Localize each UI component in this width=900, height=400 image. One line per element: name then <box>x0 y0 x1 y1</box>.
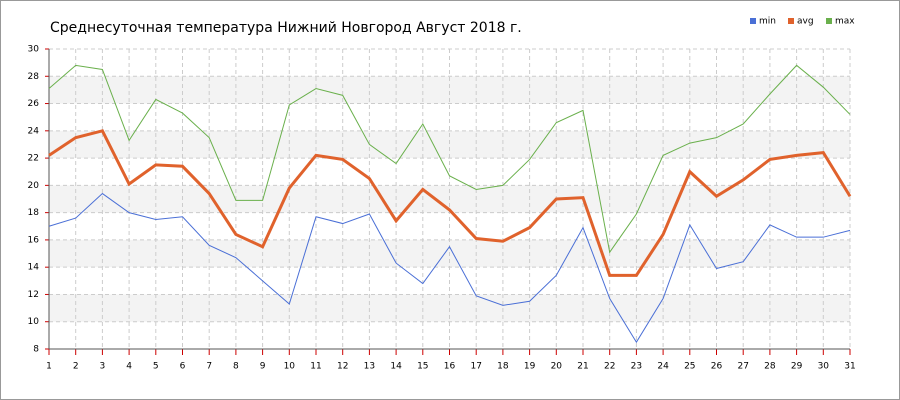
series-line <box>48 64 851 254</box>
legend-swatch <box>826 18 832 24</box>
x-tick-label: 17 <box>470 362 481 372</box>
x-tick-label: 13 <box>364 362 375 372</box>
x-tick-label: 1 <box>46 362 52 372</box>
y-tick-label: 12 <box>28 290 39 300</box>
x-tick-label: 8 <box>233 362 239 372</box>
x-tick-label: 25 <box>684 362 695 372</box>
x-tick-label: 30 <box>818 362 830 372</box>
x-tick-label: 18 <box>497 362 509 372</box>
y-tick-label: 26 <box>28 99 40 109</box>
series-line <box>48 192 851 344</box>
y-tick-label: 8 <box>33 345 39 355</box>
y-tick-label: 30 <box>28 45 40 55</box>
x-tick-label: 11 <box>310 362 321 372</box>
x-tick-label: 6 <box>180 362 186 372</box>
y-tick-label: 14 <box>28 263 40 273</box>
x-tick-label: 28 <box>764 362 776 372</box>
x-tick-label: 20 <box>551 362 563 372</box>
x-tick-label: 21 <box>577 362 588 372</box>
y-tick-label: 18 <box>28 208 40 218</box>
y-tick-label: 22 <box>28 154 39 164</box>
x-tick-label: 23 <box>631 362 642 372</box>
x-tick-label: 19 <box>524 362 536 372</box>
x-tick-label: 16 <box>444 362 456 372</box>
series-line <box>48 129 852 277</box>
x-tick-label: 31 <box>844 362 855 372</box>
y-tick-label: 28 <box>28 72 40 82</box>
x-tick-label: 3 <box>100 362 106 372</box>
x-tick-label: 2 <box>73 362 79 372</box>
x-tick-label: 29 <box>791 362 803 372</box>
x-tick-label: 26 <box>711 362 723 372</box>
legend-label: max <box>835 17 855 27</box>
x-tick-label: 14 <box>390 362 402 372</box>
legend-swatch <box>788 18 794 24</box>
legend-label: avg <box>797 17 814 27</box>
y-tick-label: 16 <box>28 235 40 245</box>
x-tick-label: 12 <box>337 362 348 372</box>
y-tick-label: 20 <box>28 181 40 191</box>
x-tick-label: 15 <box>417 362 428 372</box>
x-tick-label: 4 <box>126 362 132 372</box>
x-tick-label: 9 <box>260 362 266 372</box>
x-tick-label: 5 <box>153 362 159 372</box>
legend-label: min <box>759 17 776 27</box>
chart-title: Среднесуточная температура Нижний Новгор… <box>50 20 522 36</box>
x-tick-label: 10 <box>284 362 296 372</box>
x-tick-label: 24 <box>657 362 669 372</box>
legend-swatch <box>750 18 756 24</box>
y-tick-label: 10 <box>28 317 40 327</box>
y-tick-label: 24 <box>28 126 40 136</box>
x-tick-label: 7 <box>206 362 212 372</box>
x-tick-label: 22 <box>604 362 615 372</box>
x-tick-label: 27 <box>737 362 748 372</box>
